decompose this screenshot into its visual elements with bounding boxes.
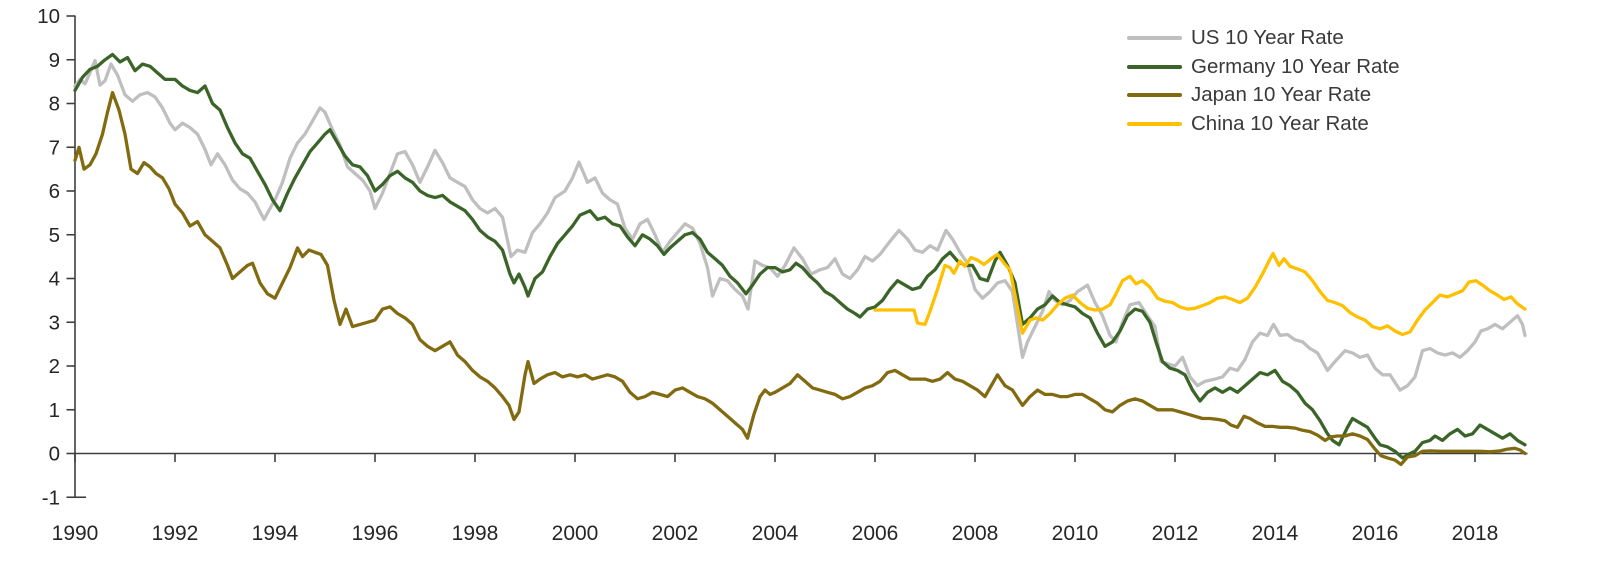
legend-item-us-10-year-rate: US 10 Year Rate [1127, 24, 1400, 53]
x-tick-label: 2014 [1252, 522, 1299, 545]
y-tick-label: 4 [49, 268, 60, 291]
x-tick-label: 1998 [452, 522, 499, 545]
y-tick-label: -1 [42, 486, 60, 509]
legend-label: China 10 Year Rate [1191, 111, 1369, 135]
y-tick-label: 7 [49, 136, 60, 159]
y-tick-label: 5 [49, 224, 60, 247]
legend-line-swatch [1127, 121, 1182, 126]
y-tick-label: 9 [49, 49, 60, 72]
legend-label: US 10 Year Rate [1191, 26, 1344, 49]
legend-line-swatch [1127, 36, 1182, 41]
y-tick-label: 2 [49, 355, 60, 378]
legend-line-swatch [1127, 64, 1182, 69]
x-tick-label: 1994 [252, 522, 299, 545]
legend-label: Germany 10 Year Rate [1191, 54, 1400, 78]
x-tick-label: 1990 [52, 522, 99, 545]
legend-line-swatch [1127, 93, 1182, 98]
line-china-10-year-rate [873, 251, 1527, 337]
legend-item-china-10-year-rate: China 10 Year Rate [1127, 110, 1400, 139]
y-tick-label: 10 [37, 5, 60, 28]
x-tick-label: 2004 [752, 522, 799, 545]
x-tick-label: 1992 [152, 522, 199, 545]
y-tick-label: 3 [49, 311, 60, 334]
x-tick-label: 1996 [352, 522, 399, 545]
x-tick-label: 2010 [1052, 522, 1099, 545]
x-tick-label: 2006 [852, 522, 899, 545]
x-tick-label: 2018 [1452, 522, 1499, 545]
y-tick-label: 6 [49, 180, 60, 203]
y-tick-label: 0 [49, 443, 60, 466]
legend: US 10 Year Rate Germany 10 Year Rate Japan… [1127, 24, 1400, 138]
legend-label: Japan 10 Year Rate [1191, 83, 1372, 106]
line-germany-10-year-rate [73, 52, 1527, 460]
x-tick-label: 2008 [952, 522, 999, 545]
x-tick-label: 2016 [1352, 522, 1399, 545]
x-tick-label: 2002 [652, 522, 699, 545]
legend-item-japan-10-year-rate: Japan 10 Year Rate [1127, 81, 1400, 110]
y-tick-label: 8 [49, 93, 60, 116]
legend-item-germany-10-year-rate: Germany 10 Year Rate [1127, 53, 1400, 82]
x-tick-label: 2012 [1152, 522, 1199, 545]
x-tick-label: 2000 [552, 522, 599, 545]
y-tick-label: 1 [49, 399, 60, 422]
line-japan-10-year-rate [73, 90, 1527, 467]
